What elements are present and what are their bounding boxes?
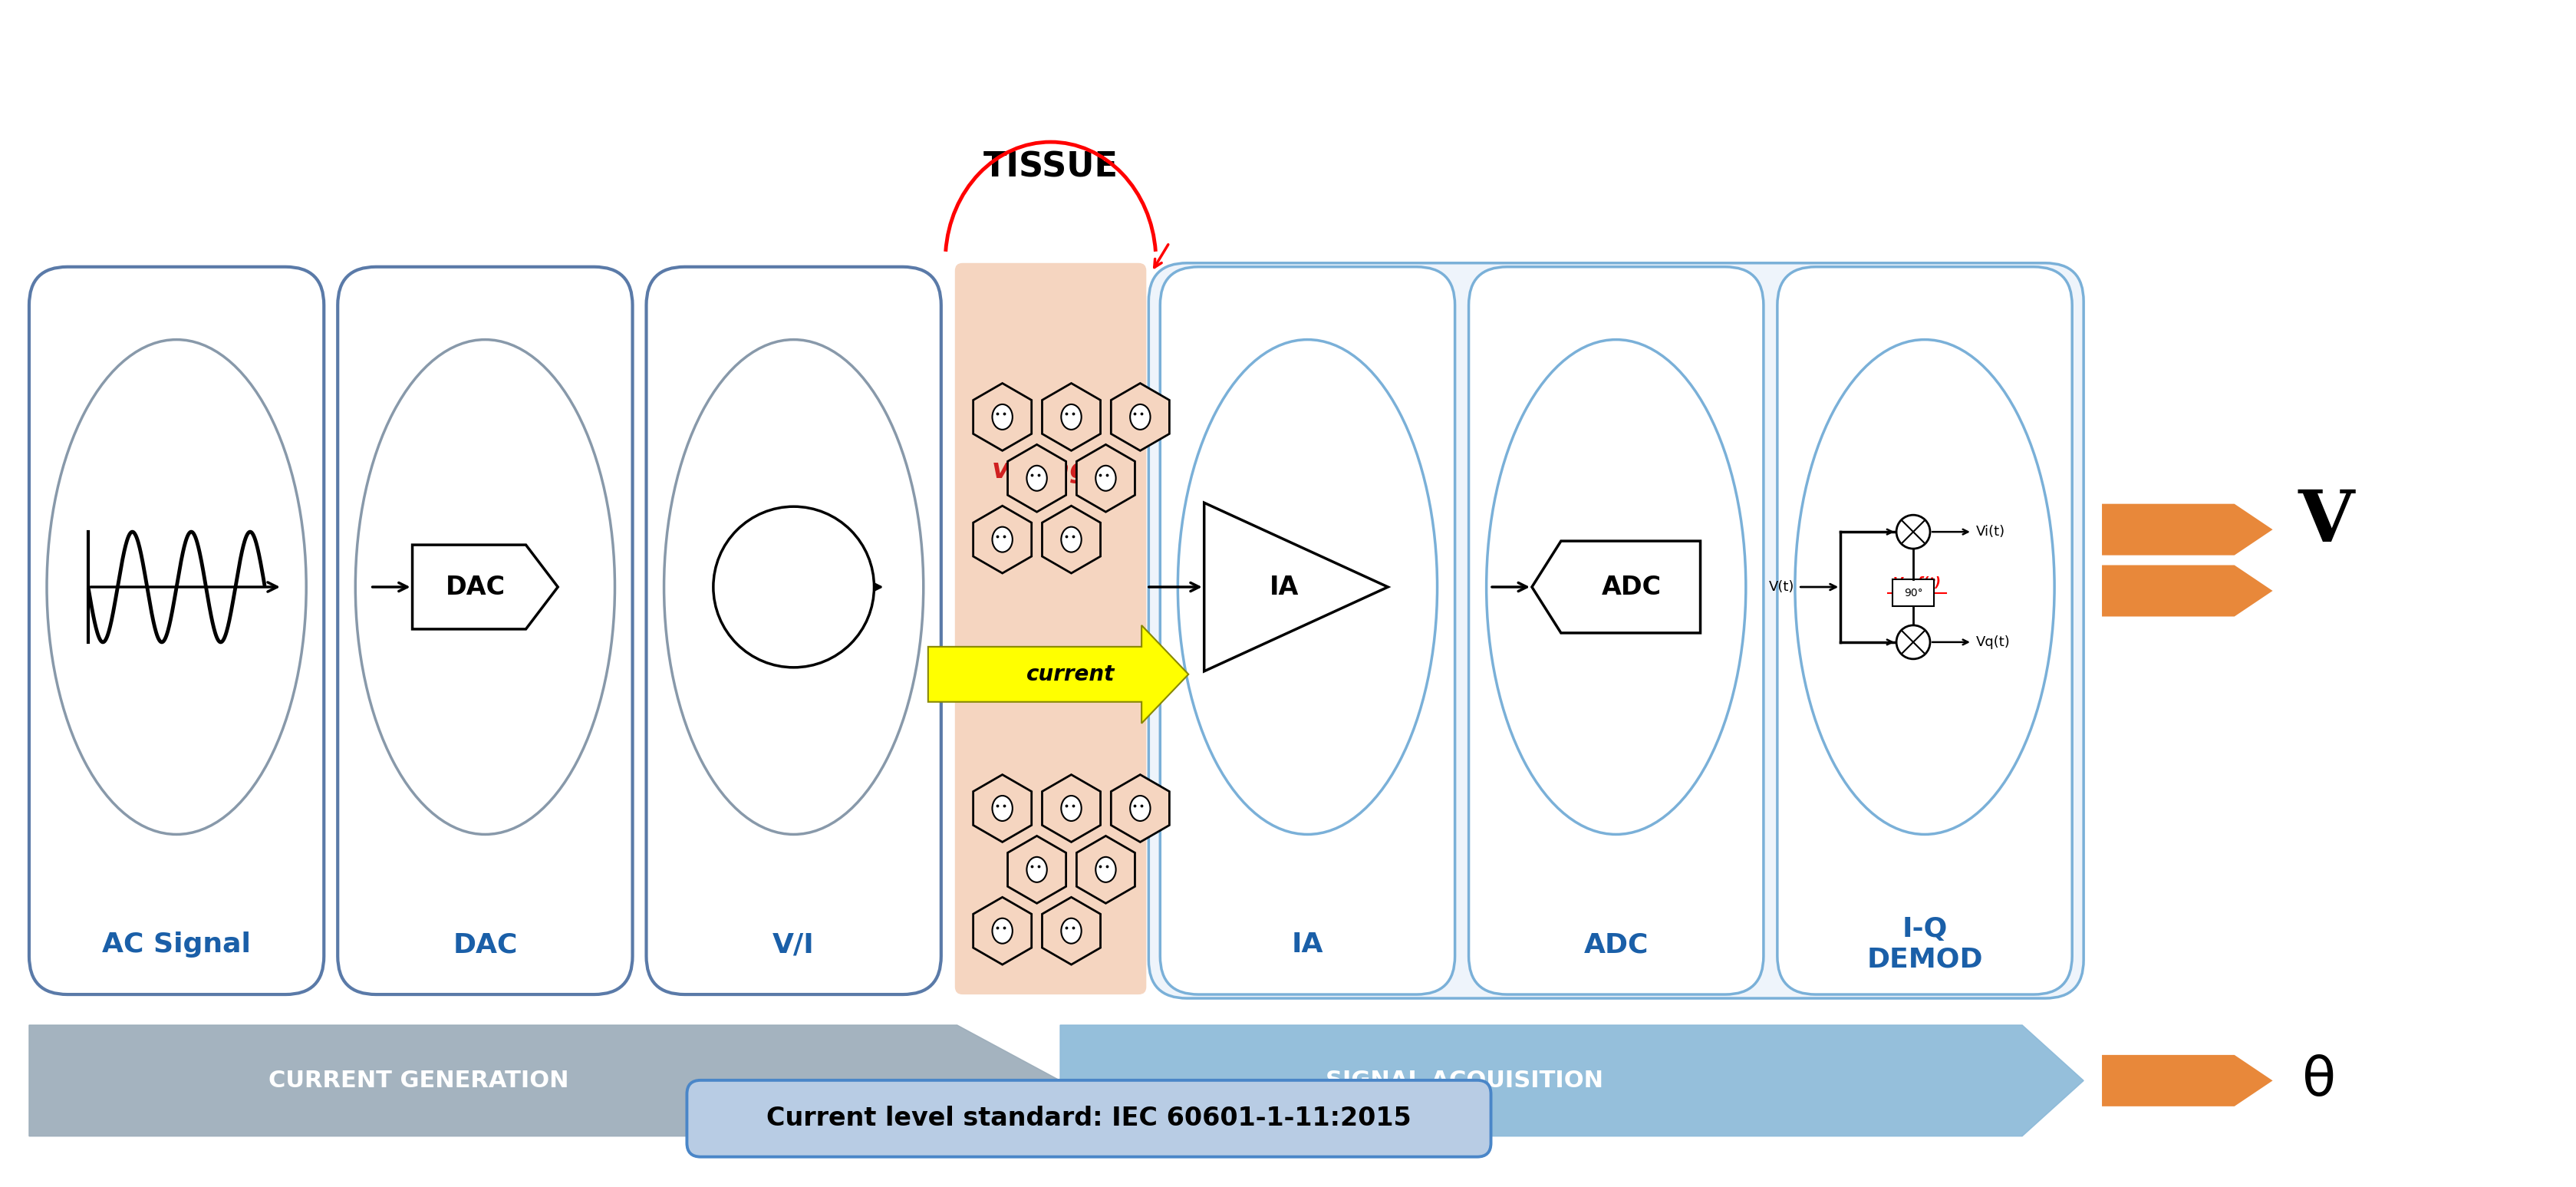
Text: θ: θ [2303,1054,2336,1107]
FancyBboxPatch shape [688,1080,1492,1157]
Ellipse shape [1486,339,1747,834]
Circle shape [714,507,873,667]
Text: V: V [2298,488,2354,557]
Polygon shape [974,897,1030,965]
Ellipse shape [992,527,1012,552]
Polygon shape [1077,836,1136,903]
Text: current: current [1025,664,1115,685]
Polygon shape [1110,383,1170,451]
Polygon shape [974,506,1030,573]
Text: Vref(t): Vref(t) [1893,576,1942,590]
Polygon shape [1007,444,1066,512]
Polygon shape [927,626,1188,723]
FancyBboxPatch shape [1159,267,1455,995]
Ellipse shape [1061,527,1082,552]
Polygon shape [1007,836,1066,903]
Text: Vq(t): Vq(t) [1976,635,2009,649]
Text: SIGNAL ACQUISITION: SIGNAL ACQUISITION [1327,1069,1602,1092]
Text: DAC: DAC [453,932,518,958]
Text: DAC: DAC [446,575,505,599]
Ellipse shape [355,339,616,834]
Polygon shape [1043,383,1100,451]
Polygon shape [1203,503,1388,671]
Ellipse shape [1061,795,1082,821]
Ellipse shape [1131,405,1151,430]
Text: Current level standard: IEC 60601-1-11:2015: Current level standard: IEC 60601-1-11:2… [768,1106,1412,1131]
Text: V/I: V/I [773,932,814,958]
Ellipse shape [992,919,1012,944]
Text: ADC: ADC [1602,575,1662,599]
Polygon shape [974,383,1030,451]
Text: IA: IA [1270,575,1298,599]
Ellipse shape [992,795,1012,821]
Ellipse shape [1095,465,1115,491]
Polygon shape [1061,1026,2084,1136]
Text: CURRENT GENERATION: CURRENT GENERATION [268,1069,569,1092]
Text: Vi(t): Vi(t) [1976,525,2004,539]
Ellipse shape [1061,919,1082,944]
Ellipse shape [1177,339,1437,834]
Ellipse shape [1061,405,1082,430]
FancyBboxPatch shape [1893,579,1935,607]
Text: 90°: 90° [1904,588,1922,598]
Polygon shape [28,1026,1061,1136]
FancyBboxPatch shape [647,267,940,995]
FancyBboxPatch shape [337,267,634,995]
FancyBboxPatch shape [1468,267,1765,995]
Polygon shape [2102,504,2272,554]
Ellipse shape [1028,857,1046,882]
FancyBboxPatch shape [956,264,1146,995]
Polygon shape [2102,1055,2272,1105]
Polygon shape [1077,444,1136,512]
Polygon shape [974,775,1030,842]
Polygon shape [1043,506,1100,573]
Text: IA: IA [1291,932,1324,958]
Polygon shape [1043,775,1100,842]
Ellipse shape [1795,339,2056,834]
Polygon shape [1043,897,1100,965]
Polygon shape [2102,566,2272,616]
Text: TISSUE: TISSUE [984,151,1118,184]
FancyBboxPatch shape [1149,264,2084,998]
Ellipse shape [665,339,922,834]
Ellipse shape [46,339,307,834]
Circle shape [1896,515,1929,548]
Polygon shape [412,545,559,629]
Ellipse shape [1028,465,1046,491]
Text: ADC: ADC [1584,932,1649,958]
Ellipse shape [1131,795,1151,821]
Text: AC Signal: AC Signal [103,932,250,958]
Text: V(t): V(t) [1770,580,1795,594]
Text: I-Q
DEMOD: I-Q DEMOD [1868,916,1984,973]
FancyBboxPatch shape [28,267,325,995]
Ellipse shape [1095,857,1115,882]
FancyBboxPatch shape [1777,267,2071,995]
Ellipse shape [992,405,1012,430]
Polygon shape [1110,775,1170,842]
Text: voltage: voltage [992,457,1110,483]
Circle shape [1896,626,1929,659]
Polygon shape [1533,541,1700,633]
